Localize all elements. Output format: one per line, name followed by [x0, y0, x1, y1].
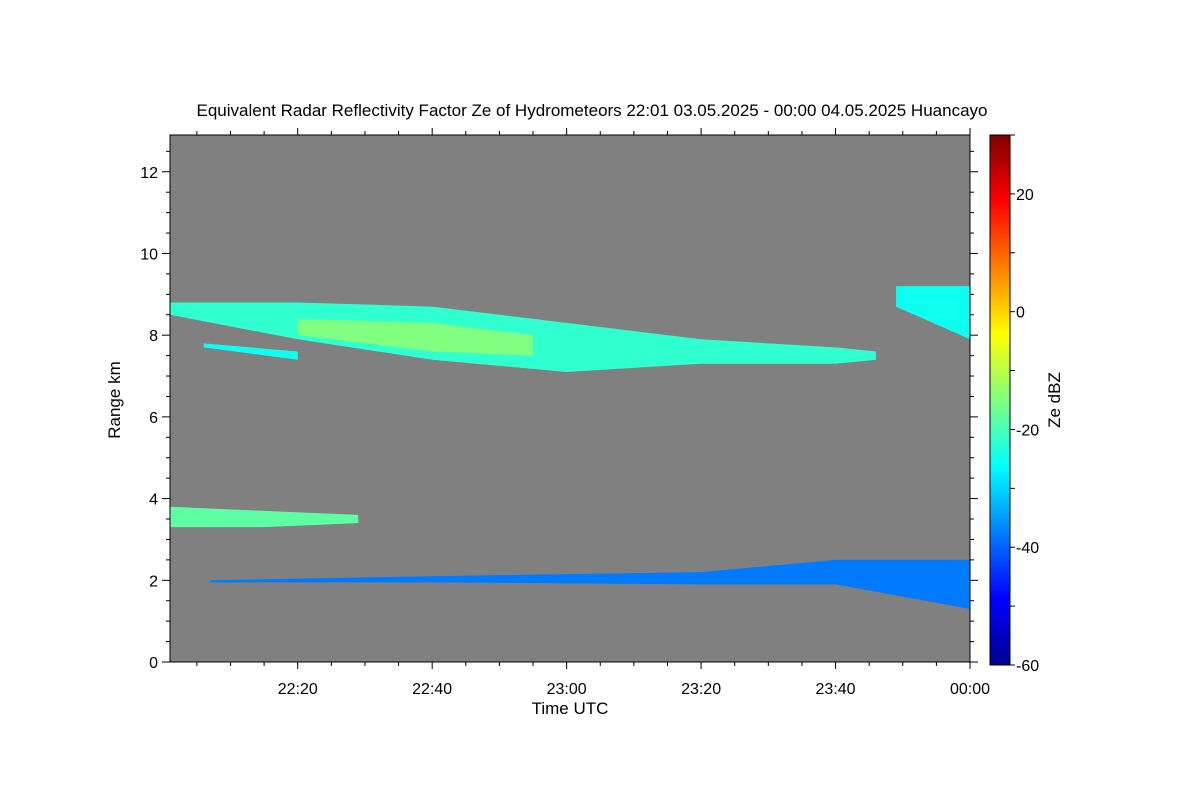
- colorbar-tick-label: 20: [1016, 187, 1034, 204]
- chart-title: Equivalent Radar Reflectivity Factor Ze …: [197, 101, 988, 120]
- x-tick-label: 23:40: [816, 681, 856, 698]
- y-tick-label: 12: [140, 165, 158, 182]
- echo-layer-4: [170, 506, 359, 528]
- echo-layers: [170, 286, 971, 609]
- echo-layer-1: [297, 318, 534, 356]
- plot-frame: [169, 134, 971, 663]
- echo-layer-5: [210, 559, 971, 609]
- y-tick-label: 2: [149, 573, 158, 590]
- x-tick-label: 23:20: [681, 681, 721, 698]
- echo-layer-3: [896, 286, 970, 340]
- y-axis: 0 2 4 6 8 10 12: [140, 150, 978, 672]
- colorbar: [989, 134, 1011, 666]
- x-tick-label: 22:40: [412, 681, 452, 698]
- y-tick-label: 0: [149, 655, 158, 672]
- x-axis: 22:20 22:40 23:00 23:20 23:40 00:00: [196, 128, 990, 698]
- colorbar-axis: -60 -40 -20 0 20: [1010, 134, 1039, 675]
- echo-layer-2: [203, 343, 298, 360]
- y-tick-label: 8: [149, 328, 158, 345]
- x-tick-label: 00:00: [950, 681, 990, 698]
- colorbar-label: Ze dBZ: [1045, 372, 1064, 428]
- colorbar-tick-label: -40: [1016, 540, 1039, 557]
- x-axis-label: Time UTC: [532, 699, 609, 718]
- y-tick-label: 4: [149, 492, 158, 509]
- y-tick-label: 10: [140, 246, 158, 263]
- y-axis-label: Range km: [105, 361, 124, 438]
- x-tick-label: 23:00: [547, 681, 587, 698]
- colorbar-tick-label: 0: [1016, 305, 1025, 322]
- y-tick-label: 6: [149, 410, 158, 427]
- colorbar-tick-label: -20: [1016, 422, 1039, 439]
- colorbar-tick-label: -60: [1016, 658, 1039, 675]
- x-tick-label: 22:20: [278, 681, 318, 698]
